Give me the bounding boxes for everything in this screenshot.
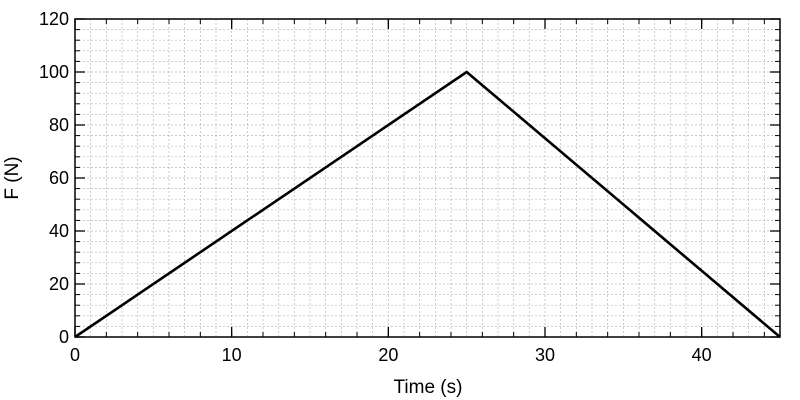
series-line <box>74 70 781 339</box>
y-tick-label: 0 <box>59 327 69 347</box>
x-tick-label: 30 <box>535 345 555 365</box>
y-tick-label: 40 <box>49 221 69 241</box>
x-tick-label: 40 <box>692 345 712 365</box>
ticks <box>74 18 780 338</box>
tick-labels: 0 10 20 30 40 0 20 40 60 80 100 120 <box>39 9 712 365</box>
x-tick-label: 10 <box>222 345 242 365</box>
y-tick-label: 60 <box>49 168 69 188</box>
y-axis-label: F (N) <box>2 156 23 199</box>
y-tick-label: 20 <box>49 274 69 294</box>
x-tick-label: 0 <box>70 345 80 365</box>
y-tick-label: 80 <box>49 115 69 135</box>
series-layer <box>74 70 781 339</box>
grid <box>75 19 780 337</box>
y-tick-label: 120 <box>39 9 69 29</box>
x-axis-label: Time (s) <box>394 377 463 398</box>
x-tick-label: 20 <box>378 345 398 365</box>
y-tick-label: 100 <box>39 62 69 82</box>
